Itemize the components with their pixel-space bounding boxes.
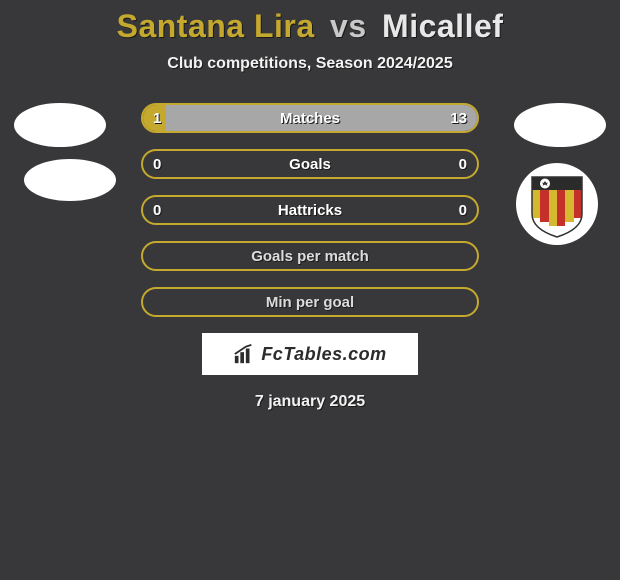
stat-row-min-per-goal: Min per goal <box>141 287 479 317</box>
comparison-area: 1 Matches 13 0 Goals 0 0 Hattricks 0 Goals per ma… <box>0 103 620 317</box>
stat-label: Matches <box>280 110 340 127</box>
brand-text: FcTables.com <box>261 344 386 365</box>
club-badge-icon <box>527 169 587 239</box>
brand-banner: FcTables.com <box>202 333 418 375</box>
player1-club-placeholder <box>24 159 116 201</box>
value-left: 1 <box>153 110 161 127</box>
stat-rows: 1 Matches 13 0 Goals 0 0 Hattricks 0 Goals per ma… <box>141 103 479 317</box>
stat-row-goals: 0 Goals 0 <box>141 149 479 179</box>
value-right: 0 <box>459 202 467 219</box>
player1-name: Santana Lira <box>117 8 315 44</box>
subtitle: Club competitions, Season 2024/2025 <box>0 55 620 73</box>
player2-avatar-placeholder <box>514 103 606 147</box>
stat-label: Min per goal <box>266 294 354 311</box>
player2-club-badge <box>516 163 598 245</box>
stat-label: Hattricks <box>278 202 342 219</box>
value-left: 0 <box>153 202 161 219</box>
player1-avatar-placeholder <box>14 103 106 147</box>
stat-row-hattricks: 0 Hattricks 0 <box>141 195 479 225</box>
comparison-card: Santana Lira vs Micallef Club competitio… <box>0 0 620 580</box>
date-text: 7 january 2025 <box>0 393 620 411</box>
chart-icon <box>233 343 255 365</box>
stat-row-goals-per-match: Goals per match <box>141 241 479 271</box>
stat-label: Goals per match <box>251 248 369 265</box>
title: Santana Lira vs Micallef <box>0 0 620 45</box>
value-left: 0 <box>153 156 161 173</box>
stat-row-matches: 1 Matches 13 <box>141 103 479 133</box>
value-right: 13 <box>450 110 467 127</box>
player2-name: Micallef <box>382 8 503 44</box>
vs-text: vs <box>330 8 367 44</box>
value-right: 0 <box>459 156 467 173</box>
stat-label: Goals <box>289 156 331 173</box>
